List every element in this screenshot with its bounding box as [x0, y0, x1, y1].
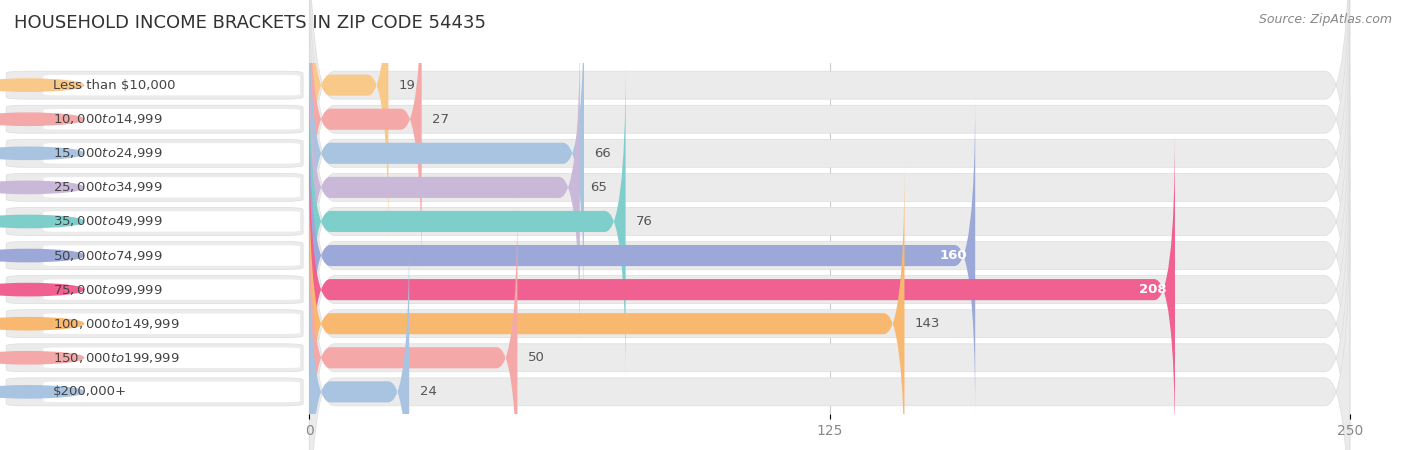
FancyBboxPatch shape — [309, 0, 388, 245]
Circle shape — [0, 113, 83, 126]
Text: 19: 19 — [399, 79, 416, 92]
Text: $100,000 to $149,999: $100,000 to $149,999 — [52, 317, 179, 331]
Text: 50: 50 — [527, 351, 544, 364]
FancyBboxPatch shape — [309, 0, 1350, 378]
Text: $10,000 to $14,999: $10,000 to $14,999 — [52, 112, 162, 126]
FancyBboxPatch shape — [309, 130, 1175, 450]
FancyBboxPatch shape — [309, 0, 1350, 310]
FancyBboxPatch shape — [309, 96, 976, 415]
Circle shape — [0, 318, 83, 330]
FancyBboxPatch shape — [309, 133, 1350, 450]
Text: $15,000 to $24,999: $15,000 to $24,999 — [52, 146, 162, 160]
FancyBboxPatch shape — [6, 140, 304, 167]
Circle shape — [0, 147, 83, 159]
Text: $200,000+: $200,000+ — [52, 385, 127, 398]
Circle shape — [0, 249, 83, 261]
FancyBboxPatch shape — [44, 347, 299, 368]
FancyBboxPatch shape — [44, 245, 299, 266]
FancyBboxPatch shape — [44, 314, 299, 334]
FancyBboxPatch shape — [44, 211, 299, 232]
FancyBboxPatch shape — [6, 105, 304, 133]
FancyBboxPatch shape — [6, 378, 304, 406]
FancyBboxPatch shape — [309, 0, 1350, 344]
Text: $50,000 to $74,999: $50,000 to $74,999 — [52, 248, 162, 262]
Text: 143: 143 — [915, 317, 941, 330]
FancyBboxPatch shape — [309, 0, 583, 313]
FancyBboxPatch shape — [6, 344, 304, 372]
Text: $25,000 to $34,999: $25,000 to $34,999 — [52, 180, 162, 194]
FancyBboxPatch shape — [44, 143, 299, 163]
Circle shape — [0, 181, 83, 194]
Text: 76: 76 — [636, 215, 652, 228]
Text: $75,000 to $99,999: $75,000 to $99,999 — [52, 283, 162, 297]
FancyBboxPatch shape — [6, 71, 304, 99]
Text: 160: 160 — [939, 249, 967, 262]
FancyBboxPatch shape — [309, 198, 517, 450]
FancyBboxPatch shape — [44, 177, 299, 198]
FancyBboxPatch shape — [6, 242, 304, 270]
FancyBboxPatch shape — [309, 99, 1350, 450]
Text: 24: 24 — [419, 385, 436, 398]
Text: 66: 66 — [595, 147, 612, 160]
FancyBboxPatch shape — [6, 173, 304, 201]
Text: Source: ZipAtlas.com: Source: ZipAtlas.com — [1258, 14, 1392, 27]
FancyBboxPatch shape — [309, 0, 422, 279]
Text: 27: 27 — [432, 113, 449, 126]
FancyBboxPatch shape — [44, 279, 299, 300]
Circle shape — [0, 216, 83, 228]
FancyBboxPatch shape — [309, 201, 1350, 450]
Circle shape — [0, 386, 83, 398]
Circle shape — [0, 351, 83, 364]
FancyBboxPatch shape — [44, 382, 299, 402]
Text: 208: 208 — [1139, 283, 1167, 296]
FancyBboxPatch shape — [309, 62, 626, 381]
FancyBboxPatch shape — [309, 232, 409, 450]
FancyBboxPatch shape — [309, 0, 1350, 276]
FancyBboxPatch shape — [6, 207, 304, 235]
Text: $150,000 to $199,999: $150,000 to $199,999 — [52, 351, 179, 365]
FancyBboxPatch shape — [6, 276, 304, 304]
FancyBboxPatch shape — [309, 31, 1350, 412]
Text: $35,000 to $49,999: $35,000 to $49,999 — [52, 215, 162, 229]
Circle shape — [0, 79, 83, 91]
FancyBboxPatch shape — [6, 310, 304, 338]
Text: Less than $10,000: Less than $10,000 — [52, 79, 176, 92]
Circle shape — [0, 284, 83, 296]
FancyBboxPatch shape — [309, 27, 579, 347]
FancyBboxPatch shape — [44, 109, 299, 130]
Text: HOUSEHOLD INCOME BRACKETS IN ZIP CODE 54435: HOUSEHOLD INCOME BRACKETS IN ZIP CODE 54… — [14, 14, 486, 32]
FancyBboxPatch shape — [309, 167, 1350, 450]
FancyBboxPatch shape — [309, 65, 1350, 446]
FancyBboxPatch shape — [44, 75, 299, 95]
Text: 65: 65 — [591, 181, 607, 194]
FancyBboxPatch shape — [309, 164, 904, 450]
